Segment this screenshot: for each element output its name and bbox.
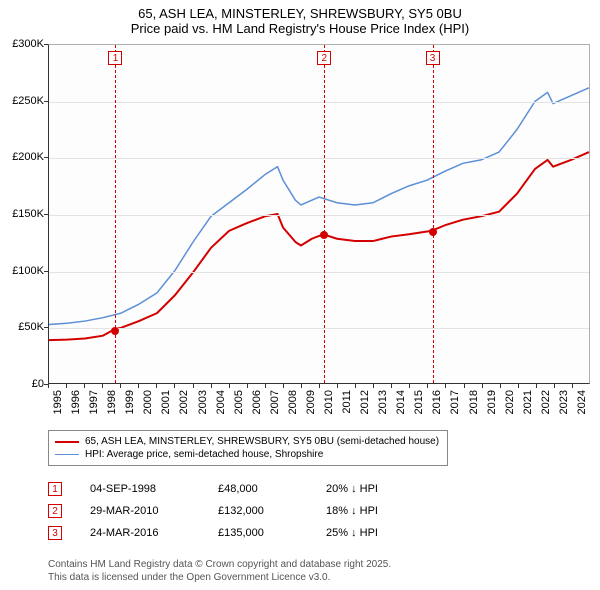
series-hpi: [49, 88, 589, 325]
legend-row: HPI: Average price, semi-detached house,…: [55, 448, 441, 461]
legend-swatch: [55, 441, 79, 443]
x-tick-label: 1998: [106, 390, 118, 414]
y-tick-label: £50K: [18, 321, 44, 333]
x-tick-label: 1995: [52, 390, 64, 414]
y-tick-label: £200K: [12, 151, 44, 163]
marker-line-3: [433, 45, 434, 383]
legend-row: 65, ASH LEA, MINSTERLEY, SHREWSBURY, SY5…: [55, 435, 441, 448]
x-tick-label: 2008: [287, 390, 299, 414]
marker-dot-1: [111, 327, 119, 335]
x-tick-label: 2002: [178, 390, 190, 414]
x-tick-label: 2011: [341, 390, 353, 414]
y-axis-labels: £0£50K£100K£150K£200K£250K£300K: [0, 44, 46, 384]
y-tick-label: £150K: [12, 208, 44, 220]
legend: 65, ASH LEA, MINSTERLEY, SHREWSBURY, SY5…: [48, 430, 448, 466]
event-date: 04-SEP-1998: [90, 483, 190, 495]
x-tick-label: 2017: [449, 390, 461, 414]
event-date: 24-MAR-2016: [90, 527, 190, 539]
x-tick-label: 2013: [377, 390, 389, 414]
x-tick-label: 2016: [431, 390, 443, 414]
event-diff: 20% ↓ HPI: [326, 483, 568, 495]
event-diff: 25% ↓ HPI: [326, 527, 568, 539]
chart-svg: [49, 45, 589, 383]
footer-line2: This data is licensed under the Open Gov…: [48, 571, 391, 584]
x-tick-label: 1997: [88, 390, 100, 414]
x-tick-label: 2019: [486, 390, 498, 414]
event-price: £135,000: [218, 527, 298, 539]
x-tick-label: 2024: [576, 390, 588, 414]
x-tick-label: 2014: [395, 390, 407, 414]
title-subtitle: Price paid vs. HM Land Registry's House …: [0, 21, 600, 36]
x-tick-label: 1996: [70, 390, 82, 414]
x-tick-label: 2006: [251, 390, 263, 414]
marker-dot-3: [429, 228, 437, 236]
event-price: £132,000: [218, 505, 298, 517]
footer-attribution: Contains HM Land Registry data © Crown c…: [48, 558, 391, 584]
chart-container: 65, ASH LEA, MINSTERLEY, SHREWSBURY, SY5…: [0, 0, 600, 590]
title-address: 65, ASH LEA, MINSTERLEY, SHREWSBURY, SY5…: [0, 6, 600, 21]
legend-swatch: [55, 454, 79, 455]
x-tick-label: 2018: [468, 390, 480, 414]
plot-area: 1 2 3: [48, 44, 590, 384]
x-tick-label: 2023: [558, 390, 570, 414]
x-tick-label: 2004: [215, 390, 227, 414]
x-tick-label: 1999: [124, 390, 136, 414]
x-tick-label: 2007: [269, 390, 281, 414]
event-diff: 18% ↓ HPI: [326, 505, 568, 517]
event-number: 2: [48, 504, 62, 518]
x-tick-label: 2000: [142, 390, 154, 414]
x-tick-label: 2015: [413, 390, 425, 414]
marker-line-2: [324, 45, 325, 383]
x-tick-label: 2020: [504, 390, 516, 414]
event-date: 29-MAR-2010: [90, 505, 190, 517]
series-property: [49, 152, 589, 340]
x-tick-label: 2001: [160, 390, 172, 414]
y-tick-label: £0: [32, 378, 44, 390]
x-tick-label: 2022: [540, 390, 552, 414]
legend-label: 65, ASH LEA, MINSTERLEY, SHREWSBURY, SY5…: [85, 436, 439, 447]
event-row: 2 29-MAR-2010 £132,000 18% ↓ HPI: [48, 500, 568, 522]
y-tick-label: £300K: [12, 38, 44, 50]
event-number: 3: [48, 526, 62, 540]
events-table: 1 04-SEP-1998 £48,000 20% ↓ HPI 2 29-MAR-2010…: [48, 478, 568, 544]
event-price: £48,000: [218, 483, 298, 495]
event-row: 3 24-MAR-2016 £135,000 25% ↓ HPI: [48, 522, 568, 544]
x-tick-label: 2010: [323, 390, 335, 414]
legend-label: HPI: Average price, semi-detached house,…: [85, 449, 323, 460]
marker-box-2: 2: [317, 51, 331, 65]
marker-dot-2: [320, 231, 328, 239]
event-row: 1 04-SEP-1998 £48,000 20% ↓ HPI: [48, 478, 568, 500]
event-number: 1: [48, 482, 62, 496]
x-tick-label: 2003: [197, 390, 209, 414]
marker-box-3: 3: [426, 51, 440, 65]
y-tick-label: £250K: [12, 95, 44, 107]
x-tick-label: 2005: [233, 390, 245, 414]
x-tick-label: 2009: [305, 390, 317, 414]
x-tick-label: 2021: [522, 390, 534, 414]
x-tick-label: 2012: [359, 390, 371, 414]
title-block: 65, ASH LEA, MINSTERLEY, SHREWSBURY, SY5…: [0, 0, 600, 38]
footer-line1: Contains HM Land Registry data © Crown c…: [48, 558, 391, 571]
y-tick-label: £100K: [12, 265, 44, 277]
marker-box-1: 1: [108, 51, 122, 65]
